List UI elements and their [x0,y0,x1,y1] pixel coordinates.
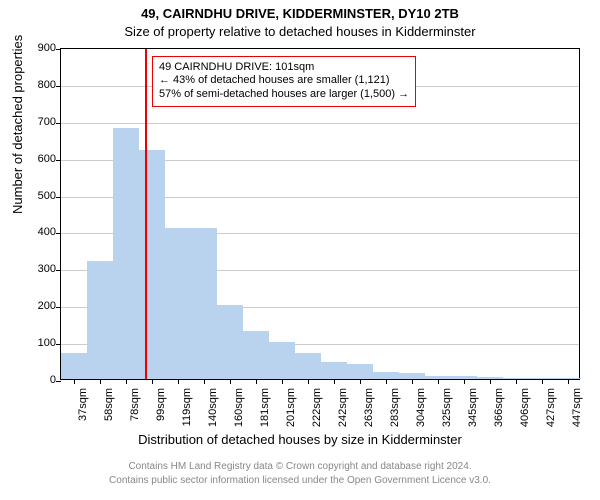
x-tick-mark [126,379,127,384]
histogram-bar [217,305,242,379]
x-tick-mark [308,379,309,384]
x-tick-label: 160sqm [233,388,245,427]
x-tick-mark [412,379,413,384]
x-tick-label: 406sqm [519,388,531,427]
chart-title-sub: Size of property relative to detached ho… [0,24,600,39]
histogram-bar [321,362,346,379]
histogram-bar [87,261,112,379]
x-tick-label: 201sqm [285,388,297,427]
histogram-bar [191,228,216,379]
annotation-line-3: 57% of semi-detached houses are larger (… [159,88,409,102]
histogram-bar [347,364,372,379]
x-axis-title: Distribution of detached houses by size … [0,432,600,447]
x-tick-label: 345sqm [467,388,479,427]
y-tick-mark [56,49,61,50]
plot-area: 49 CAIRNDHU DRIVE: 101sqm← 43% of detach… [60,48,580,380]
x-tick-label: 37sqm [77,388,89,421]
x-tick-mark [386,379,387,384]
y-tick-label: 400 [16,226,56,238]
x-tick-label: 283sqm [389,388,401,427]
chart-title-main: 49, CAIRNDHU DRIVE, KIDDERMINSTER, DY10 … [0,6,600,21]
x-tick-label: 427sqm [545,388,557,427]
x-tick-label: 304sqm [415,388,427,427]
histogram-bar [165,228,190,379]
y-tick-label: 800 [16,79,56,91]
histogram-bar [113,128,138,379]
y-tick-label: 900 [16,42,56,54]
histogram-bar [555,378,580,379]
histogram-bar [529,378,554,379]
gridline [61,123,579,124]
x-tick-mark [334,379,335,384]
x-tick-label: 242sqm [337,388,349,427]
histogram-bar [269,342,294,379]
x-tick-label: 140sqm [207,388,219,427]
x-tick-mark [360,379,361,384]
x-tick-label: 325sqm [441,388,453,427]
x-tick-label: 78sqm [129,388,141,421]
x-tick-mark [568,379,569,384]
footer-line-1: Contains HM Land Registry data © Crown c… [0,460,600,473]
annotation-box: 49 CAIRNDHU DRIVE: 101sqm← 43% of detach… [152,56,416,107]
y-tick-label: 700 [16,116,56,128]
property-marker-line [145,49,147,379]
y-tick-label: 500 [16,190,56,202]
x-tick-mark [542,379,543,384]
x-tick-mark [490,379,491,384]
annotation-line-1: 49 CAIRNDHU DRIVE: 101sqm [159,61,409,75]
y-tick-label: 100 [16,337,56,349]
histogram-bar [451,376,476,379]
x-tick-mark [282,379,283,384]
histogram-bar [425,376,450,379]
histogram-bar [477,377,502,379]
footer-line-2: Contains public sector information licen… [0,474,600,487]
x-tick-mark [152,379,153,384]
histogram-bar [139,150,164,379]
x-tick-label: 447sqm [571,388,583,427]
histogram-bar [399,373,424,379]
y-tick-label: 300 [16,263,56,275]
histogram-bar [295,353,320,379]
x-tick-mark [464,379,465,384]
x-tick-mark [230,379,231,384]
y-tick-label: 0 [16,374,56,386]
x-tick-label: 263sqm [363,388,375,427]
x-tick-label: 181sqm [259,388,271,427]
x-tick-mark [74,379,75,384]
x-tick-mark [100,379,101,384]
annotation-line-2: ← 43% of detached houses are smaller (1,… [159,74,409,88]
y-tick-label: 600 [16,153,56,165]
x-tick-mark [516,379,517,384]
histogram-bar [243,331,268,379]
x-tick-label: 366sqm [493,388,505,427]
x-tick-label: 119sqm [181,388,193,426]
x-tick-mark [178,379,179,384]
x-tick-label: 99sqm [155,388,167,421]
x-tick-mark [256,379,257,384]
y-tick-label: 200 [16,300,56,312]
y-tick-mark [56,381,61,382]
x-tick-mark [438,379,439,384]
x-tick-mark [204,379,205,384]
histogram-bar [503,378,528,379]
histogram-bar [373,372,398,379]
chart-container: 49, CAIRNDHU DRIVE, KIDDERMINSTER, DY10 … [0,0,600,500]
x-tick-label: 58sqm [103,388,115,421]
x-tick-label: 222sqm [311,388,323,427]
histogram-bar [61,353,86,379]
